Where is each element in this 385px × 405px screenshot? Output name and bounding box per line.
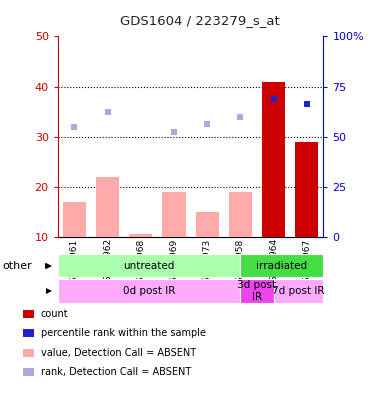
Bar bbox=[240, 254, 323, 277]
Bar bbox=[96, 177, 119, 237]
Text: count: count bbox=[41, 309, 69, 319]
Text: other: other bbox=[2, 261, 32, 271]
Text: value, Detection Call = ABSENT: value, Detection Call = ABSENT bbox=[41, 348, 196, 358]
Bar bbox=[229, 192, 252, 237]
Text: GDS1604 / 223279_s_at: GDS1604 / 223279_s_at bbox=[121, 14, 280, 27]
Bar bbox=[23, 329, 34, 337]
Bar bbox=[196, 212, 219, 237]
Bar bbox=[162, 192, 186, 237]
Bar bbox=[58, 279, 240, 303]
Bar bbox=[262, 81, 285, 237]
Bar bbox=[295, 142, 318, 237]
Text: 0d post IR: 0d post IR bbox=[123, 286, 175, 296]
Bar bbox=[63, 202, 86, 237]
Text: untreated: untreated bbox=[123, 261, 175, 271]
Bar bbox=[240, 279, 274, 303]
Bar bbox=[129, 234, 152, 237]
Text: irradiated: irradiated bbox=[256, 261, 308, 271]
Bar bbox=[274, 279, 323, 303]
Bar bbox=[23, 349, 34, 357]
Bar bbox=[58, 254, 240, 277]
Bar bbox=[23, 310, 34, 318]
Text: percentile rank within the sample: percentile rank within the sample bbox=[41, 328, 206, 338]
Text: 7d post IR: 7d post IR bbox=[272, 286, 325, 296]
Text: 3d post
IR: 3d post IR bbox=[238, 280, 276, 302]
Text: rank, Detection Call = ABSENT: rank, Detection Call = ABSENT bbox=[41, 367, 191, 377]
Bar bbox=[23, 368, 34, 376]
